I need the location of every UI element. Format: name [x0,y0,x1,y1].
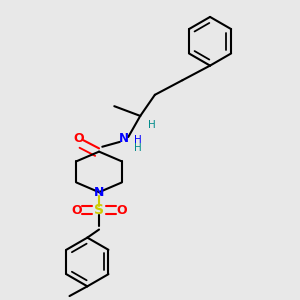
Text: N: N [94,186,104,199]
Text: H: H [134,135,142,145]
Text: N: N [119,132,129,145]
Text: O: O [116,203,127,217]
Text: O: O [71,203,82,217]
Text: S: S [94,203,104,217]
Text: H: H [134,143,142,153]
Text: H: H [148,120,155,130]
Text: O: O [73,132,84,145]
